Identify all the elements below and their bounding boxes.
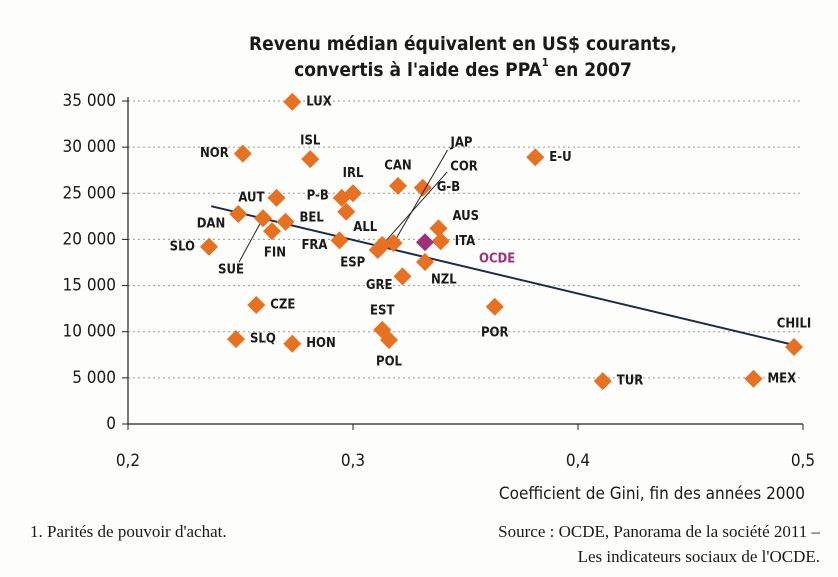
y-tick-label: 0 <box>106 414 116 434</box>
source: Les indicateurs sociaux de l'OCDE. <box>578 547 820 566</box>
point <box>416 233 434 252</box>
point <box>276 212 295 231</box>
point <box>429 219 448 238</box>
point-label: POL <box>376 355 403 370</box>
point-label: COR <box>450 159 478 174</box>
point-label: FRA <box>301 238 327 253</box>
trend-line <box>211 205 795 346</box>
point <box>431 232 450 251</box>
point-label: NZL <box>431 273 457 288</box>
source: Source : OCDE, Panorama de la société 20… <box>498 522 820 541</box>
point <box>263 222 281 241</box>
y-tick-label: 5 000 <box>72 368 116 388</box>
point <box>283 92 302 111</box>
footnote: 1. Parités de pouvoir d'achat. <box>30 522 227 541</box>
point <box>330 231 349 250</box>
point-label: POR <box>481 325 509 340</box>
x-axis-label: Coefficient de Gini, fin des années 2000 <box>499 484 805 504</box>
point-label: P-B <box>307 188 329 203</box>
point <box>332 188 351 207</box>
point-label: CAN <box>384 158 411 173</box>
point <box>389 176 407 195</box>
y-tick-label: 10 000 <box>63 322 117 342</box>
leader-line <box>381 171 448 246</box>
point-label: OCDE <box>479 252 515 267</box>
point-label: AUT <box>238 190 264 205</box>
x-tick-label: 0,4 <box>566 451 590 471</box>
point-label: ALL <box>353 220 378 235</box>
x-tick-label: 0,5 <box>791 451 815 471</box>
point-label: FIN <box>264 246 286 261</box>
y-tick-label: 20 000 <box>63 229 117 249</box>
point <box>227 330 245 349</box>
point-label: ESP <box>340 256 365 271</box>
point <box>254 209 272 228</box>
point-label: DAN <box>197 217 226 232</box>
point-label: ISL <box>300 134 321 149</box>
leader-line <box>393 149 448 244</box>
point-label: TUR <box>617 374 643 389</box>
point <box>413 178 432 197</box>
y-tick-label: 25 000 <box>63 183 117 203</box>
point <box>526 148 545 167</box>
point <box>485 297 504 316</box>
chart-title: Revenu médian équivalent en US$ courants… <box>249 33 677 81</box>
point <box>368 241 387 260</box>
point-label: AUS <box>453 209 480 224</box>
point <box>593 372 612 391</box>
point <box>247 295 266 314</box>
y-tick-label: 35 000 <box>63 91 117 111</box>
point-label: CZE <box>270 297 295 312</box>
point-label: CHILI <box>777 316 812 331</box>
point <box>233 144 252 163</box>
x-tick-label: 0,3 <box>341 451 365 471</box>
point <box>744 369 763 388</box>
point-label: LUX <box>306 94 332 109</box>
point <box>416 253 434 272</box>
point <box>337 202 356 221</box>
point <box>267 188 286 207</box>
point <box>393 267 412 286</box>
point <box>384 234 403 253</box>
point-label: EST <box>370 303 394 318</box>
point <box>229 205 248 224</box>
point-label: SLQ <box>250 332 276 347</box>
point-label: IRL <box>343 166 364 181</box>
point-label: BEL <box>300 210 325 225</box>
point-label: G-B <box>437 180 460 195</box>
point <box>301 150 320 169</box>
point <box>200 237 218 256</box>
point <box>380 331 398 350</box>
point <box>785 337 803 356</box>
leader-line <box>238 217 264 263</box>
point-label: E-U <box>549 150 571 165</box>
point-label: NOR <box>200 146 229 161</box>
point-label: ITA <box>455 234 475 249</box>
point <box>283 334 302 353</box>
x-tick-label: 0,2 <box>116 451 140 471</box>
point-label: SUE <box>218 263 244 278</box>
y-tick-label: 15 000 <box>63 276 117 296</box>
point-label: JAP <box>450 136 473 151</box>
point-label: HON <box>306 336 336 351</box>
point-label: MEX <box>768 371 797 386</box>
point-label: GRE <box>366 278 393 293</box>
point-label: SLO <box>170 239 195 254</box>
y-tick-label: 30 000 <box>63 137 117 157</box>
